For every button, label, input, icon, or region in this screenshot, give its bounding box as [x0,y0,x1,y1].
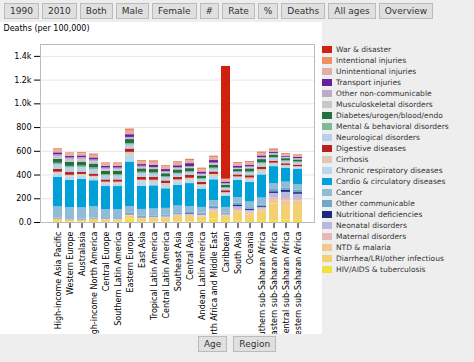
html-text:1990: 1990 [10,6,33,16]
html-text:HIV/AIDS & tuberculosis: HIV/AIDS & tuberculosis [336,265,426,274]
html-text:Musculoskeletal disorders: Musculoskeletal disorders [336,100,433,109]
svg-text:0.0: 0.0 [19,218,32,227]
svg-text:Central sub-Saharan Africa: Central sub-Saharan Africa [282,231,291,334]
html-text:2010: 2010 [47,6,71,16]
svg-text:Central Asia: Central Asia [186,231,195,280]
html-text:Other communicable: Other communicable [336,199,415,208]
svg-text:Southern Latin America: Southern Latin America [114,231,123,325]
html-text:Maternal disorders: Maternal disorders [336,232,407,241]
html-text:Rate: Rate [228,6,249,16]
html-text:Chronic respiratory diseases: Chronic respiratory diseases [336,166,443,175]
html-text:Diabetes/urogen/blood/endo: Diabetes/urogen/blood/endo [336,111,443,120]
svg-text:Western sub-Saharan Africa: Western sub-Saharan Africa [294,231,303,334]
html-text:Deaths: Deaths [287,6,320,16]
html-text:NTD & malaria: NTD & malaria [336,243,391,252]
svg-text:200: 200 [16,194,31,203]
html-text:Digestive diseases: Digestive diseases [336,144,406,153]
svg-text:Andean Latin America: Andean Latin America [198,231,207,319]
html-text:Cirrhosis: Cirrhosis [336,155,369,164]
svg-text:Caribbean: Caribbean [222,232,231,273]
svg-text:East Asia: East Asia [138,231,147,268]
svg-text:Central Europe: Central Europe [102,231,111,291]
svg-text:South Asia: South Asia [234,231,243,274]
html-text:Mental & behavioral disorders: Mental & behavioral disorders [336,122,449,131]
svg-text:Tropical Latin America: Tropical Latin America [150,231,159,321]
html-text:Transport injuries: Transport injuries [336,78,401,87]
svg-text:600: 600 [16,147,31,156]
svg-text:High-income Asia Pacific: High-income Asia Pacific [54,232,63,330]
html-text:Neurological disorders: Neurological disorders [336,133,420,142]
svg-text:Southeast Asia: Southeast Asia [174,231,183,291]
svg-text:Eastern Europe: Eastern Europe [126,231,135,292]
html-text:Diarrhea/LRI/other infectious: Diarrhea/LRI/other infectious [336,254,444,263]
html-text:Both: Both [85,6,107,16]
svg-text:1.2k: 1.2k [14,76,32,85]
html-text:Cardio & circulatory diseases: Cardio & circulatory diseases [336,177,446,186]
html-text:Female: Female [158,6,191,16]
svg-text:Australasia: Australasia [78,231,87,276]
html-text:Other non-communicable: Other non-communicable [336,89,432,98]
html-text:Cancer: Cancer [336,188,363,197]
svg-text:Deaths (per 100,000): Deaths (per 100,000) [4,24,90,33]
svg-text:High-income North America: High-income North America [90,231,99,334]
svg-text:400: 400 [16,171,31,180]
html-text:All ages: All ages [334,6,370,16]
svg-text:1.4k: 1.4k [14,52,32,61]
svg-text:Western Europe: Western Europe [66,231,75,295]
svg-text:Eastern sub-Saharan Africa: Eastern sub-Saharan Africa [270,231,279,334]
svg-text:Oceania: Oceania [246,231,255,264]
html-text:Age: Age [203,339,222,349]
svg-text:Central Latin America: Central Latin America [162,231,171,318]
html-text:Unintentional injuries: Unintentional injuries [336,67,417,76]
html-text:Male: Male [121,6,144,16]
html-text:Overview: Overview [384,6,428,16]
svg-text:800: 800 [16,123,31,132]
svg-text:North Africa and Middle East: North Africa and Middle East [210,232,219,335]
html-text:War & disaster: War & disaster [336,45,392,54]
html-text:Nutritional deficiencies: Nutritional deficiencies [336,210,423,219]
svg-text:Southern sub-Saharan Africa: Southern sub-Saharan Africa [258,231,267,334]
svg-text:1.0k: 1.0k [14,99,32,108]
html-text:Intentional injuries: Intentional injuries [336,56,407,65]
html-text:Neonatal disorders: Neonatal disorders [336,221,407,230]
html-text:Region: Region [239,339,271,349]
